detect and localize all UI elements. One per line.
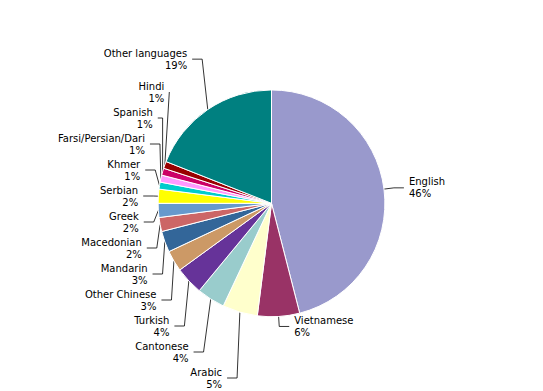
svg-text:English: English bbox=[409, 176, 445, 187]
svg-text:Serbian: Serbian bbox=[100, 185, 138, 196]
svg-text:1%: 1% bbox=[148, 93, 164, 104]
svg-text:2%: 2% bbox=[126, 249, 142, 260]
svg-text:1%: 1% bbox=[129, 145, 145, 156]
svg-text:Farsi/Persian/Dari: Farsi/Persian/Dari bbox=[58, 133, 145, 144]
svg-text:2%: 2% bbox=[123, 223, 139, 234]
svg-text:6%: 6% bbox=[294, 327, 310, 338]
svg-text:Hindi: Hindi bbox=[139, 81, 165, 92]
svg-text:19%: 19% bbox=[165, 60, 187, 71]
svg-text:Greek: Greek bbox=[109, 211, 139, 222]
svg-text:Spanish: Spanish bbox=[113, 107, 153, 118]
svg-text:Other languages: Other languages bbox=[104, 48, 187, 59]
svg-text:Mandarin: Mandarin bbox=[101, 263, 148, 274]
svg-text:Arabic: Arabic bbox=[190, 367, 222, 378]
svg-text:3%: 3% bbox=[132, 275, 148, 286]
svg-text:46%: 46% bbox=[409, 188, 431, 199]
svg-text:1%: 1% bbox=[137, 119, 153, 130]
svg-text:Other Chinese: Other Chinese bbox=[85, 289, 157, 300]
svg-text:2%: 2% bbox=[122, 197, 138, 208]
svg-text:3%: 3% bbox=[141, 301, 157, 312]
svg-text:4%: 4% bbox=[173, 353, 189, 364]
svg-text:5%: 5% bbox=[206, 379, 222, 390]
svg-text:Cantonese: Cantonese bbox=[135, 341, 188, 352]
svg-text:Macedonian: Macedonian bbox=[81, 237, 141, 248]
svg-text:Turkish: Turkish bbox=[133, 315, 169, 326]
svg-text:Vietnamese: Vietnamese bbox=[294, 315, 353, 326]
svg-text:Khmer: Khmer bbox=[107, 159, 141, 170]
svg-text:4%: 4% bbox=[154, 327, 170, 338]
svg-text:1%: 1% bbox=[124, 171, 140, 182]
